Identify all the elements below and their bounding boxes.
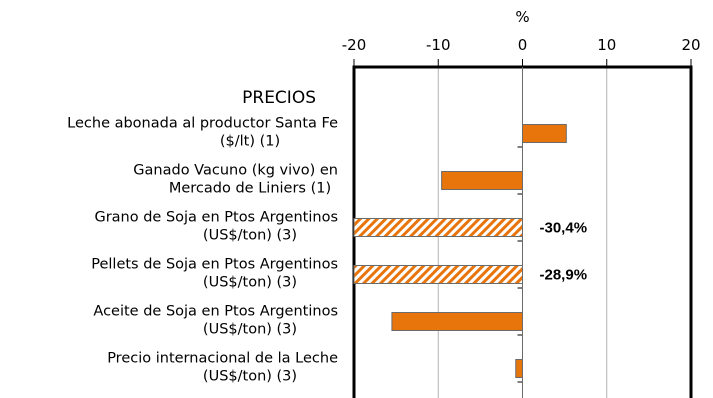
category-label-line: Mercado de Liniers (1) [169,181,331,197]
bar [441,171,523,190]
category-label: Grano de Soja en Ptos Argentinos (US$/ton… [94,210,338,244]
category-label-line: Aceite de Soja en Ptos Argentinos [93,304,338,320]
category-label-line: Precio internacional de la Leche [107,351,338,367]
category-label: Leche abonada al productor Santa Fe ($/lt… [67,116,338,150]
axis-unit-label: % [515,8,529,26]
x-tick-label: 10 [597,36,616,54]
category-label-line: ($/lt) (1) [220,134,280,150]
category-label-line: (US$/ton) (3) [203,228,297,244]
category-label-line: Ganado Vacuno (kg vivo) en [133,163,338,179]
category-label-line: (US$/ton) (3) [203,369,297,385]
bar [353,218,523,237]
bar [522,124,567,143]
data-label: -28,9% [540,267,588,284]
category-label-line: Grano de Soja en Ptos Argentinos [94,210,338,226]
category-label-line: Leche abonada al productor Santa Fe [67,116,338,132]
bar [391,312,523,331]
bar [353,265,523,284]
x-tick-label: 0 [518,36,528,54]
bar [515,359,524,378]
category-label-line: Pellets de Soja en Ptos Argentinos [91,257,338,273]
x-tick-label: -20 [342,36,367,54]
category-label: Precio internacional de la Leche (US$/ton… [107,351,338,385]
category-label-line: (US$/ton) (3) [203,322,297,338]
category-label: Ganado Vacuno (kg vivo) en Mercado de Lin… [133,163,338,197]
x-tick-label: -10 [426,36,451,54]
data-label: -30,4% [540,220,588,237]
category-label: Pellets de Soja en Ptos Argentinos (US$/t… [91,257,338,291]
x-tick-label: 20 [681,36,700,54]
category-label: Aceite de Soja en Ptos Argentinos (US$/to… [93,304,338,338]
section-label: PRECIOS [242,88,316,108]
category-label-line: (US$/ton) (3) [203,275,297,291]
